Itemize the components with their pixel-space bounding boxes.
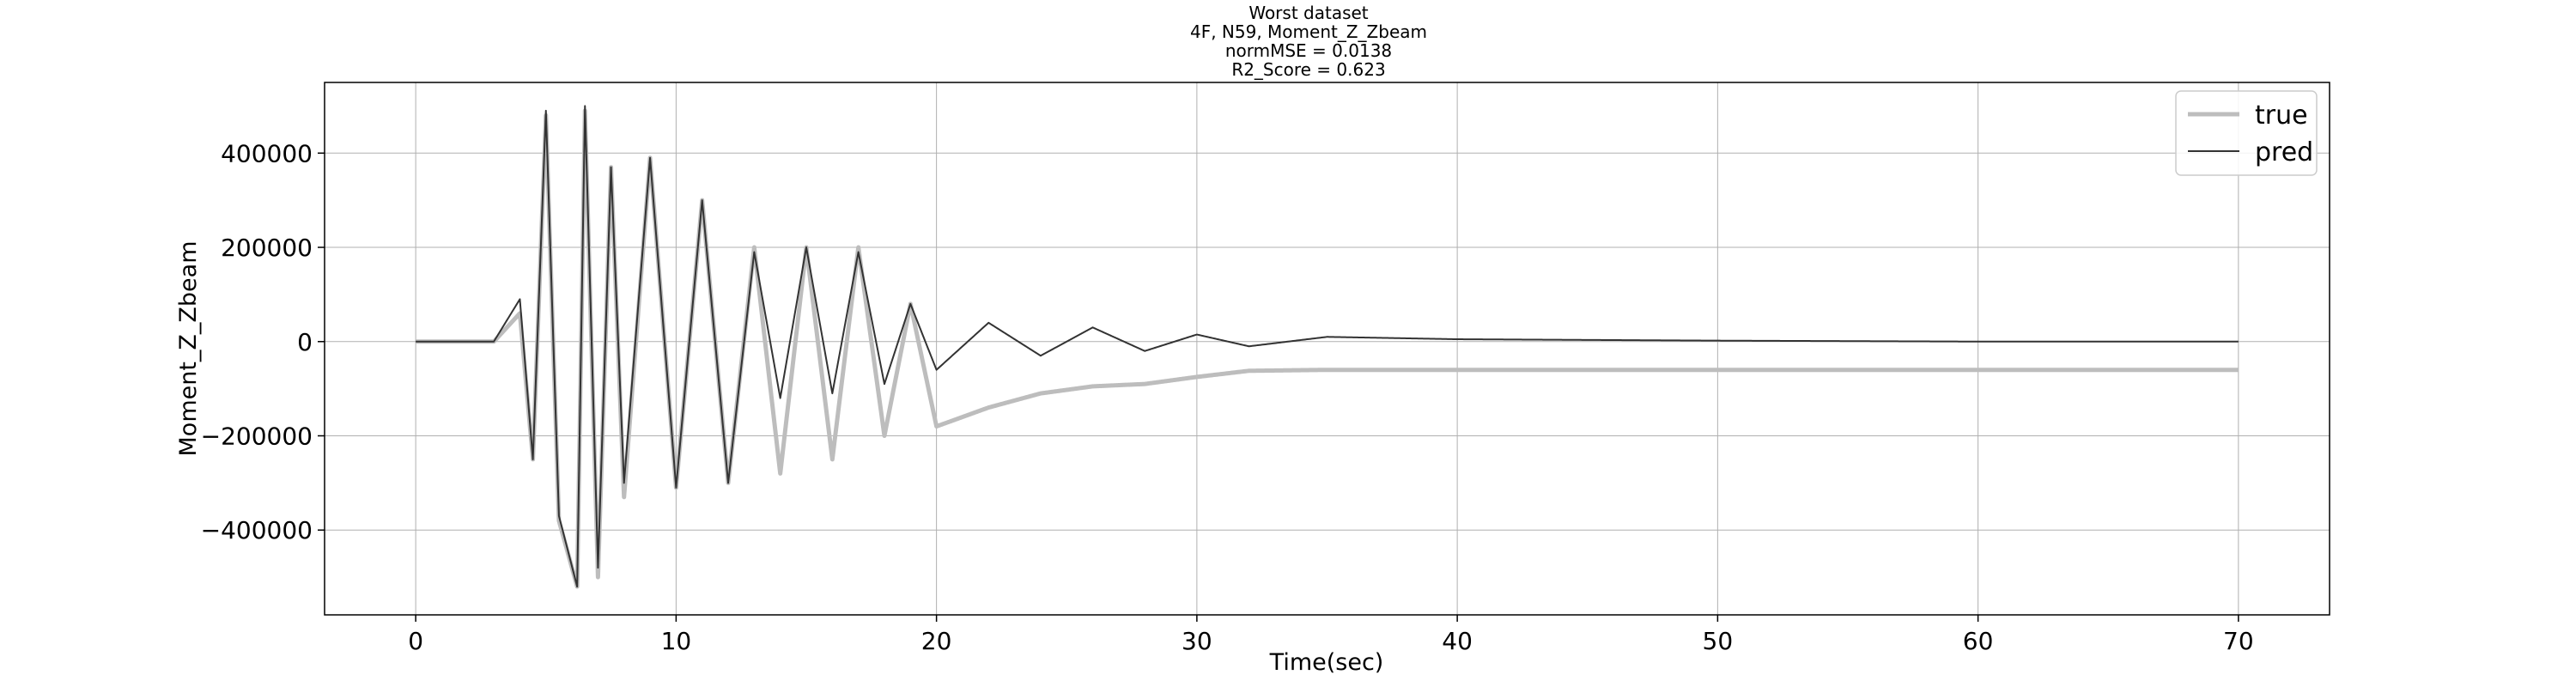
y-tick-label: 200000 [221,234,313,262]
chart-title-line-1: Worst dataset [1249,3,1368,23]
x-tick-label: 0 [408,627,423,655]
x-tick-label: 50 [1703,627,1734,655]
y-tick-label: 0 [297,328,313,356]
y-axis-ticks: −400000 −200000 0 200000 400000 [201,139,325,544]
series-group [414,105,2240,589]
x-tick-label: 40 [1442,627,1473,655]
x-axis-ticks: 0 10 20 30 40 50 60 70 [408,615,2254,655]
x-tick-label: 70 [2223,627,2254,655]
x-tick-label: 30 [1182,627,1212,655]
x-tick-label: 20 [921,627,952,655]
chart-title: Worst dataset 4F, N59, Moment_Z_Zbeam no… [1190,3,1427,80]
legend: true pred [2175,90,2318,176]
y-tick-label: −200000 [201,423,313,451]
chart-title-line-2: 4F, N59, Moment_Z_Zbeam [1190,21,1427,42]
chart-title-line-4: R2_Score = 0.623 [1231,59,1385,80]
x-tick-label: 10 [661,627,692,655]
series-line-pred [416,105,2239,588]
plot-area [325,82,2330,615]
legend-label-true: true [2255,100,2308,131]
x-tick-label: 60 [1963,627,1994,655]
plot-frame [324,82,2330,616]
y-tick-label: 400000 [221,139,313,167]
legend-label-pred: pred [2255,137,2313,167]
y-tick-label: −400000 [201,516,313,544]
y-axis-label: Moment_Z_Zbeam [175,240,202,456]
x-axis-label: Time(sec) [1269,649,1384,676]
chart-title-line-3: normMSE = 0.0138 [1225,40,1392,61]
